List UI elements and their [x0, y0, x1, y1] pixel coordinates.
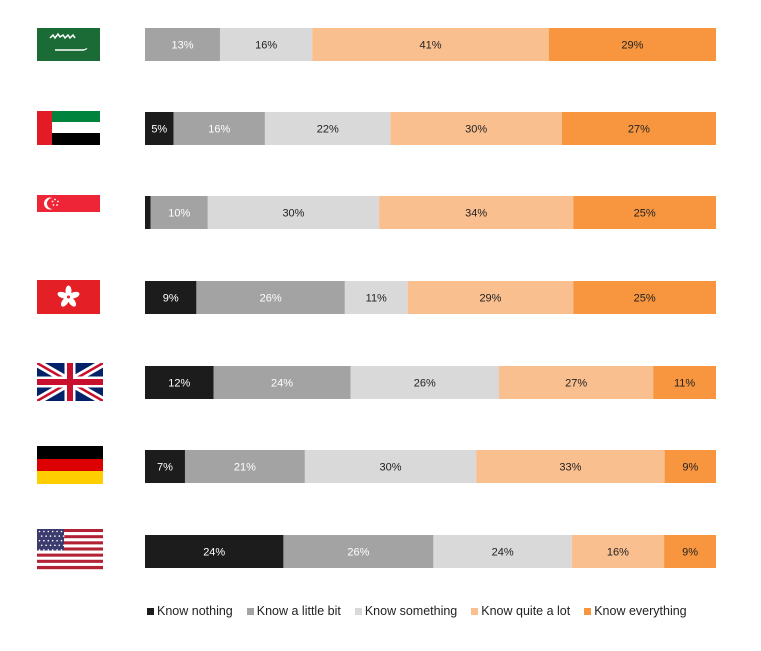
bar-segment — [499, 366, 654, 399]
bar-segment — [213, 366, 351, 399]
data-label: 24% — [492, 547, 514, 559]
data-label: 16% — [208, 124, 230, 136]
bar-segment — [150, 196, 208, 229]
bar-segment — [476, 450, 665, 483]
bar-row: 13% 16% 41% 29% — [145, 28, 716, 61]
legend-item: Know something — [354, 604, 458, 618]
bar-segment — [407, 281, 574, 314]
hong-kong-flag-icon — [37, 280, 100, 314]
bar-row: 5% 16% 22% 30% 27% — [145, 112, 716, 145]
bar-row: 7% 21% 30% 33% 9% — [145, 450, 716, 483]
bar-segment — [350, 366, 500, 399]
uk-flag-icon — [37, 363, 103, 401]
data-label: 27% — [565, 378, 587, 390]
legend-label: Know a little bit — [256, 604, 341, 618]
data-label: 30% — [380, 462, 402, 474]
data-label: 16% — [607, 547, 629, 559]
bar-row: 10% 30% 34% 25% — [145, 196, 716, 229]
bar-segment — [145, 28, 220, 61]
data-label: 10% — [168, 208, 190, 220]
singapore-flag-icon — [37, 195, 100, 229]
bar-segment — [145, 196, 151, 229]
data-label: 12% — [168, 378, 190, 390]
legend-swatch — [584, 607, 592, 615]
bar-row: 24% 26% 24% 16% 9% — [145, 535, 716, 568]
data-label: 11% — [674, 378, 695, 390]
usa-flag-icon — [37, 529, 103, 570]
data-label: 34% — [465, 208, 487, 220]
data-label: 29% — [621, 40, 643, 52]
data-label: 30% — [282, 208, 304, 220]
data-label: 21% — [234, 462, 256, 474]
data-label: 27% — [628, 124, 650, 136]
saudi-arabia-flag-icon — [37, 28, 100, 61]
legend-label: Know everything — [594, 604, 687, 618]
bar-row: 9% 26% 11% 29% 25% — [145, 281, 716, 314]
bar-segment — [145, 366, 214, 399]
bar-segment — [573, 281, 716, 314]
data-label: 5% — [151, 124, 167, 136]
legend-swatch — [246, 607, 254, 615]
data-label: 24% — [203, 547, 225, 559]
bar-segment — [653, 366, 716, 399]
legend-swatch — [471, 607, 479, 615]
bar-segment — [184, 450, 305, 483]
bar-segment — [344, 281, 408, 314]
data-label: 22% — [317, 124, 339, 136]
bar-segment — [219, 28, 313, 61]
bar-segment — [145, 450, 185, 483]
data-label: 26% — [347, 547, 369, 559]
bar-segment — [561, 112, 716, 145]
data-label: 11% — [366, 293, 387, 305]
data-label: 30% — [465, 124, 487, 136]
legend-item: Know everything — [584, 604, 687, 618]
legend-item: Know a little bit — [246, 604, 341, 618]
legend: Know nothing Know a little bit Know someth… — [147, 604, 687, 618]
bar-segment — [312, 28, 549, 61]
data-label: 7% — [157, 462, 173, 474]
data-label: 9% — [682, 547, 698, 559]
data-label: 9% — [163, 293, 179, 305]
bar-row: 12% 24% 26% 27% 11% — [145, 366, 716, 399]
uae-flag-icon — [37, 111, 100, 145]
legend-label: Know something — [364, 604, 458, 618]
bar-segment — [145, 535, 284, 568]
data-label: 26% — [414, 378, 436, 390]
legend-label: Know nothing — [157, 604, 233, 618]
bar-segment — [664, 535, 716, 568]
legend-item: Know quite a lot — [471, 604, 570, 618]
data-label: 41% — [419, 40, 441, 52]
legend-swatch — [147, 607, 154, 615]
bar-segment — [283, 535, 434, 568]
data-label: 29% — [479, 293, 501, 305]
bar-segment — [264, 112, 391, 145]
bar-segment — [573, 196, 716, 229]
data-label: 25% — [634, 293, 656, 305]
bar-segment — [433, 535, 572, 568]
legend-swatch — [354, 607, 362, 615]
data-label: 33% — [559, 462, 581, 474]
bar-segment — [571, 535, 665, 568]
stacked-bar-chart: 13% 16% 41% 29%5% 16% 22% 30% 27%10% 30% 34% 25%9%… — [37, 28, 716, 570]
data-label: 24% — [271, 378, 293, 390]
bar-segment — [145, 281, 197, 314]
bar-segment — [664, 450, 716, 483]
bar-segment — [173, 112, 265, 145]
bar-segment — [145, 112, 174, 145]
bar-segment — [548, 28, 716, 61]
bar-segment — [207, 196, 380, 229]
germany-flag-icon — [37, 446, 103, 484]
data-label: 9% — [682, 462, 698, 474]
data-label: 26% — [260, 293, 282, 305]
bar-segment — [304, 450, 477, 483]
data-label: 16% — [255, 40, 277, 52]
bar-segment — [390, 112, 562, 145]
bar-segment — [196, 281, 345, 314]
data-label: 25% — [634, 208, 656, 220]
bar-segment — [379, 196, 574, 229]
legend-label: Know quite a lot — [481, 604, 571, 618]
data-label: 13% — [171, 40, 193, 52]
legend-item: Know nothing — [147, 604, 233, 618]
